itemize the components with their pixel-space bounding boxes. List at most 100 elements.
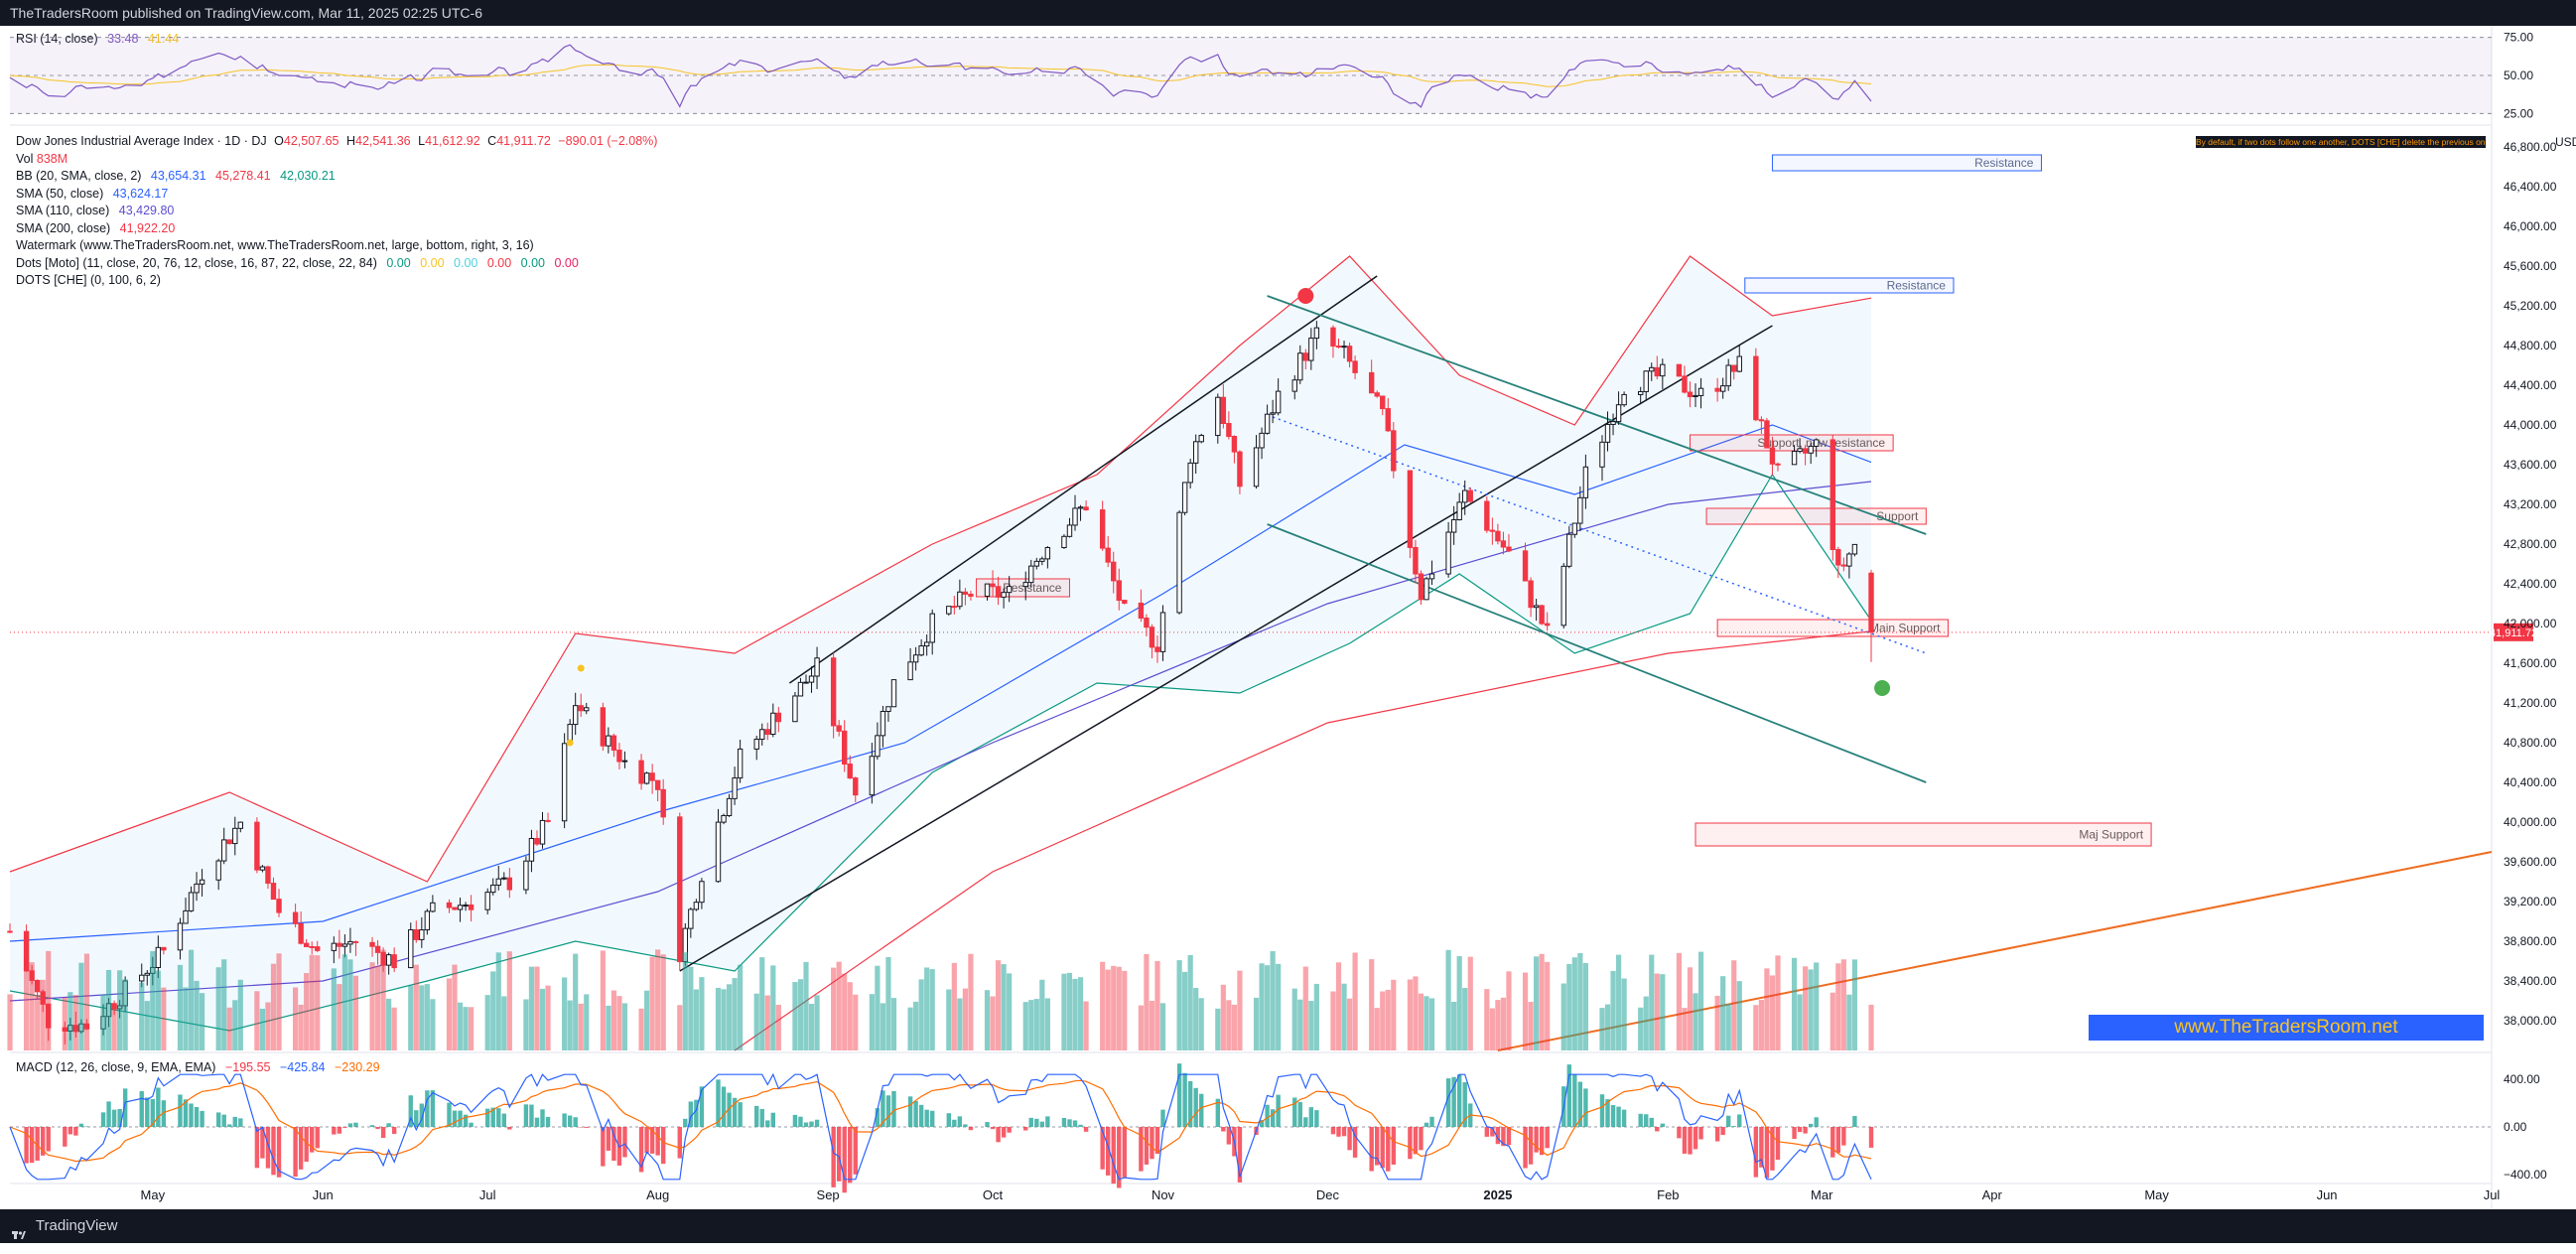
macd-hist-bar (1073, 1120, 1077, 1127)
candle-body (266, 867, 270, 884)
volume-bar (1028, 1000, 1033, 1050)
macd-hist-bar (1545, 1127, 1549, 1148)
volume-bar (227, 1008, 232, 1050)
macd-hist-bar (24, 1127, 28, 1164)
macd-hist-bar (1155, 1127, 1159, 1154)
candle-body (1759, 420, 1763, 421)
volume-bar (732, 978, 737, 1050)
volume-bar (924, 967, 929, 1050)
volume-bar (568, 1001, 573, 1050)
volume-bar (881, 1003, 885, 1050)
candle-body (79, 1024, 83, 1032)
macd-hist-bar (798, 1117, 802, 1127)
macd-hist-bar (1265, 1105, 1269, 1127)
candle-body (123, 981, 127, 1006)
macd-hist-bar (655, 1127, 659, 1156)
volume-bar (485, 995, 490, 1050)
macd-hist-bar (222, 1115, 226, 1127)
macd-hist-bar (420, 1104, 424, 1127)
candle-body (30, 971, 34, 981)
volume-bar (1078, 977, 1083, 1050)
macd-hist-bar (1540, 1127, 1544, 1155)
currency-label: USD (2555, 135, 2576, 149)
candle-body (299, 923, 303, 943)
macd-hist-bar (524, 1104, 528, 1127)
macd-hist-bar (293, 1127, 297, 1177)
volume-bar (1770, 975, 1775, 1050)
macd-hist-bar (1814, 1117, 1818, 1127)
macd-hist-bar (79, 1124, 83, 1127)
candle-body (1616, 405, 1620, 422)
candle-body (1182, 483, 1186, 512)
price-tick-label: 40,400.00 (2504, 775, 2557, 789)
macd-hist-bar (1698, 1127, 1702, 1139)
macd-hist-bar (117, 1109, 121, 1127)
sma200-line (735, 631, 1871, 1050)
candle-body (1463, 490, 1467, 502)
macd-hist-bar (1852, 1116, 1856, 1127)
candle-body (392, 955, 396, 968)
candle-body (1529, 581, 1533, 608)
main-legend[interactable]: Dow Jones Industrial Average Index · 1D … (16, 133, 657, 290)
volume-bar (963, 989, 968, 1050)
macd-hist-bar (639, 1127, 643, 1172)
candle-body (1106, 548, 1110, 562)
candle-body (1238, 452, 1242, 487)
rsi-legend[interactable]: RSI (14, close) 33.48 41.44 (16, 32, 179, 46)
volume-bar (1688, 967, 1693, 1050)
candle-body (1611, 422, 1615, 425)
candle-body (573, 706, 577, 725)
candle-body (409, 929, 413, 967)
candle-body (876, 736, 880, 757)
volume-bar (1375, 1008, 1380, 1050)
volume-bar (875, 966, 880, 1050)
volume-bar (1501, 998, 1506, 1050)
volume-bar (1835, 963, 1840, 1050)
candle-body (1737, 356, 1741, 371)
macd-legend[interactable]: MACD (12, 26, close, 9, EMA, EMA) −195.5… (16, 1060, 380, 1074)
candle-body (760, 730, 764, 740)
candle-body (1221, 397, 1225, 423)
macd-hist-bar (1737, 1114, 1741, 1127)
candle-body (84, 1024, 88, 1029)
macd-hist-bar (876, 1108, 880, 1127)
volume-bar (353, 976, 358, 1050)
macd-tick-label: 400.00 (2504, 1072, 2540, 1086)
macd-hist-bar (908, 1096, 912, 1127)
candle-body (1446, 532, 1450, 574)
macd-signal-value: −230.29 (335, 1060, 380, 1074)
candle-body (1073, 508, 1077, 525)
macd-hist-bar (1869, 1127, 1873, 1148)
volume-bar (738, 965, 743, 1050)
volume-bar (1852, 959, 1857, 1050)
macd-hist-bar (1655, 1127, 1659, 1131)
volume-bar (853, 995, 858, 1050)
price-tick-label: 46,000.00 (2504, 219, 2557, 233)
publisher-text: TheTradersRoom published on TradingView.… (10, 5, 482, 21)
zone-label-resistance-top: Resistance (1974, 156, 2034, 170)
volume-bar (386, 999, 391, 1050)
zone-label-resistance-old: Resistance (1003, 581, 1062, 595)
volume-bar (694, 990, 699, 1050)
candle-body (1830, 440, 1834, 550)
macd-hist-bar (1529, 1127, 1533, 1165)
macd-hist-bar (754, 1106, 758, 1127)
macd-hist-bar (963, 1124, 967, 1127)
volume-bar (84, 954, 89, 1050)
macd-hist-bar (1600, 1094, 1604, 1127)
volume-bar (1841, 959, 1846, 1050)
candle-body (293, 912, 297, 923)
volume-bar (1484, 989, 1489, 1050)
volume-bar (1523, 973, 1528, 1050)
month-label: Oct (983, 1187, 1004, 1202)
candle-body (644, 773, 648, 783)
volume-bar (100, 995, 105, 1050)
candle-body (1523, 551, 1527, 581)
candle-body (1375, 393, 1379, 396)
candle-body (41, 992, 45, 1005)
tradingview-footer: TradingView (0, 1209, 2576, 1243)
candle-body (195, 884, 199, 893)
bb-line: BB (20, SMA, close, 2) 43,654.31 45,278.… (16, 168, 657, 186)
candle-body (1732, 365, 1736, 371)
macd-hist-bar (1040, 1122, 1044, 1127)
